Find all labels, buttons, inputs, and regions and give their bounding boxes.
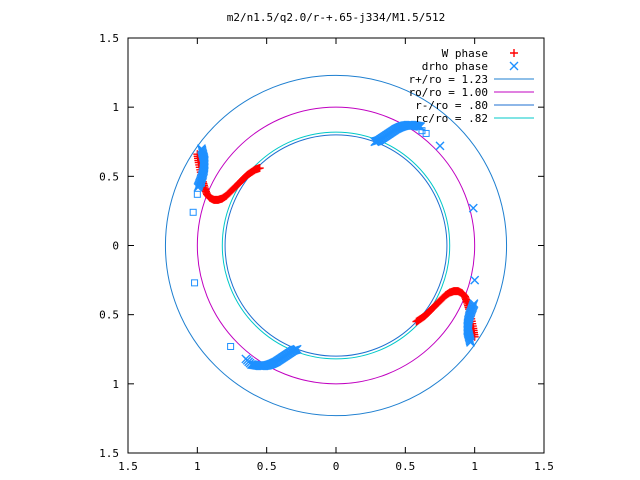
square-point: [422, 129, 430, 137]
x-tick-label: 1.5: [118, 460, 138, 473]
drho-phase-point: [416, 122, 426, 132]
drho-phase-point: [435, 141, 445, 151]
square-point: [197, 179, 205, 187]
x-tick-label: 0.5: [257, 460, 277, 473]
legend-label: r-/ro = .80: [415, 99, 488, 112]
drho-phase-point: [470, 275, 480, 285]
circle-0.8: [224, 134, 448, 357]
w-phase-point: [412, 317, 421, 326]
drho-phase-point: [468, 203, 478, 213]
drho-phase-point: [241, 354, 251, 364]
square-point: [193, 190, 201, 198]
square-point: [227, 342, 235, 350]
drho-phase-point: [193, 182, 203, 192]
circle-1.23: [164, 74, 508, 417]
y-tick-label: 0.5: [99, 170, 119, 183]
legend-label: drho phase: [422, 60, 488, 73]
circle-1: [196, 106, 476, 385]
x-tick-label: 1: [194, 460, 201, 473]
y-tick-label: 1: [112, 378, 119, 391]
drho-phase-point: [469, 299, 479, 309]
legend-label: ro/ro = 1.00: [409, 86, 488, 99]
chart-title: m2/n1.5/q2.0/r-+.65-j334/M1.5/512: [227, 11, 446, 24]
y-tick-label: 1: [112, 101, 119, 114]
reference-circles: [164, 74, 508, 417]
legend-marker: [510, 49, 518, 57]
x-tick-label: 1.5: [534, 460, 554, 473]
square-point: [191, 279, 199, 287]
legend-label: W phase: [442, 47, 488, 60]
axis-ticks: 1.5 1 0.5 0 0.5 1 1.51.510.500.511.5: [99, 32, 554, 473]
y-tick-label: 0.5: [99, 309, 119, 322]
data-markers: [189, 120, 480, 371]
circle-0.82: [221, 131, 451, 360]
square-point: [189, 208, 197, 216]
y-tick-label: 1.5: [99, 447, 119, 460]
legend-label: rc/ro = .82: [415, 112, 488, 125]
y-tick-label: 1.5: [99, 32, 119, 45]
legend-marker: [509, 61, 519, 71]
y-tick-label: 0: [112, 240, 119, 253]
legend-label: r+/ro = 1.23: [409, 73, 488, 86]
w-phase-point: [255, 164, 264, 173]
x-tick-label: 1: [471, 460, 478, 473]
x-tick-label: 0: [333, 460, 340, 473]
x-tick-label: 0.5: [395, 460, 415, 473]
